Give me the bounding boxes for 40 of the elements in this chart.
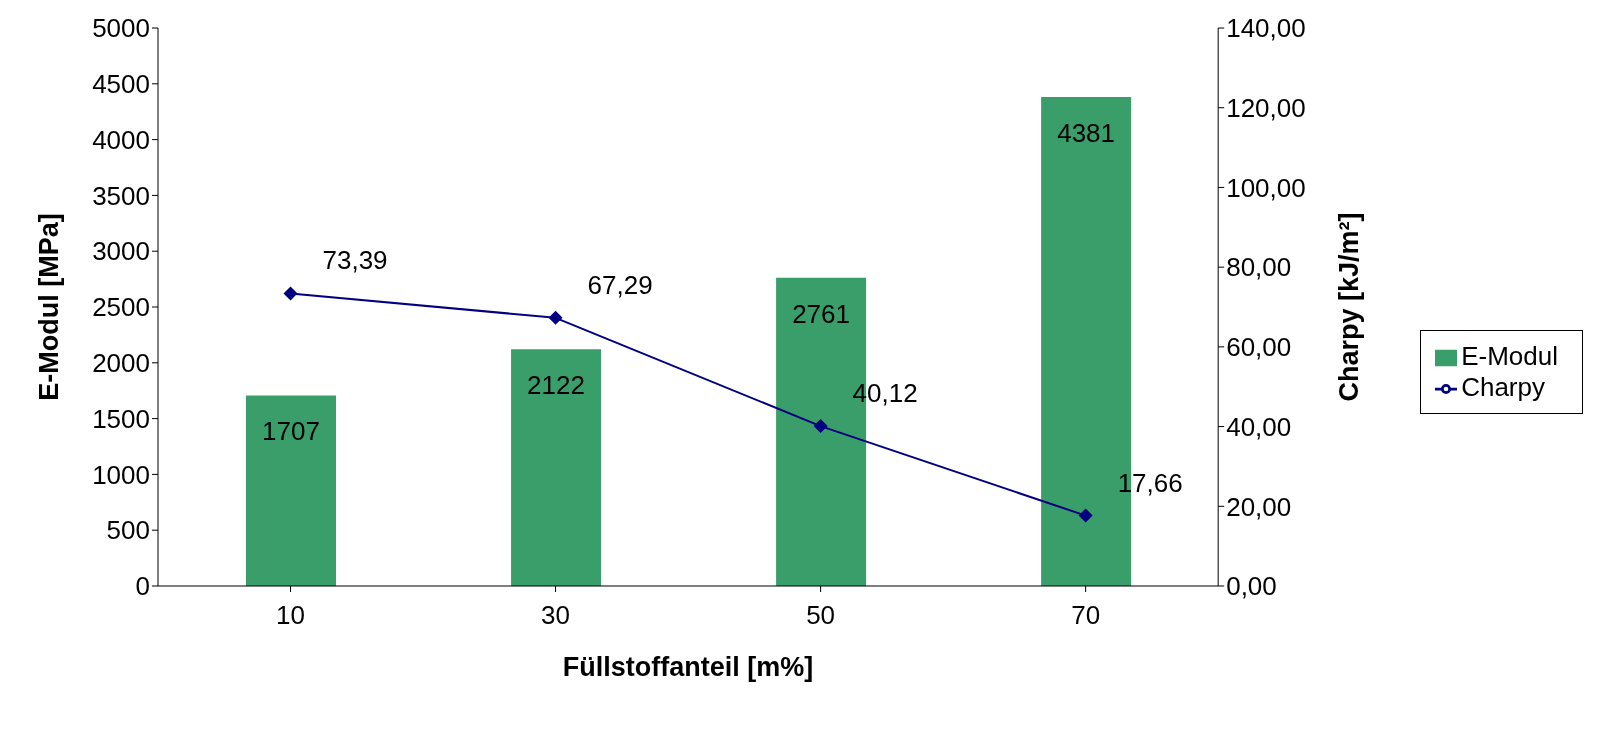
y2-tick-label: 60,00 [1226,332,1292,363]
y2-axis-title: Charpy [kJ/m²] [1333,212,1364,402]
point [548,310,563,325]
y-tick-label: 2000 [92,348,150,379]
y-tick-label: 5000 [92,13,150,44]
x-tick-label: 10 [276,600,305,631]
point [813,419,828,434]
y-tick-label: 0 [135,571,150,602]
data-label: 73,39 [322,245,388,276]
x-axis-title: Füllstoffanteil [m%] [562,652,814,682]
y-tick-label: 500 [106,515,150,546]
x-tick-label: 70 [1071,600,1101,631]
data-label: 1707 [262,416,320,447]
legend-label: E-Modul [1461,341,1558,371]
point [1078,508,1093,523]
y2-tick-label: 40,00 [1226,411,1292,442]
data-label: 2761 [792,298,851,329]
y2-tick-label: 20,00 [1226,491,1292,522]
y-tick-label: 3500 [92,180,150,211]
y-tick-label: 4500 [92,69,150,100]
data-label: 67,29 [587,269,653,300]
bar [246,395,336,586]
y2-tick-label: 80,00 [1226,252,1292,283]
data-label: 2122 [527,370,585,401]
bar [511,349,602,586]
y-tick-label: 4000 [92,124,150,155]
x-tick-label: 50 [806,600,836,631]
y-axis-title: E-Modul [MPa] [33,213,64,401]
point [283,286,298,301]
y2-tick-label: 140,00 [1226,13,1306,44]
data-label: 4381 [1057,118,1116,149]
y2-tick-label: 120,00 [1226,92,1306,123]
y-tick-label: 3000 [92,236,150,267]
y-tick-label: 1000 [92,459,150,490]
y2-tick-label: 100,00 [1226,172,1306,203]
x-tick-label: 30 [541,600,571,631]
y-tick-label: 1500 [92,403,150,434]
y-tick-label: 2500 [92,292,150,323]
legend-label: Charpy [1461,372,1545,402]
y2-tick-label: 0,00 [1226,571,1277,602]
